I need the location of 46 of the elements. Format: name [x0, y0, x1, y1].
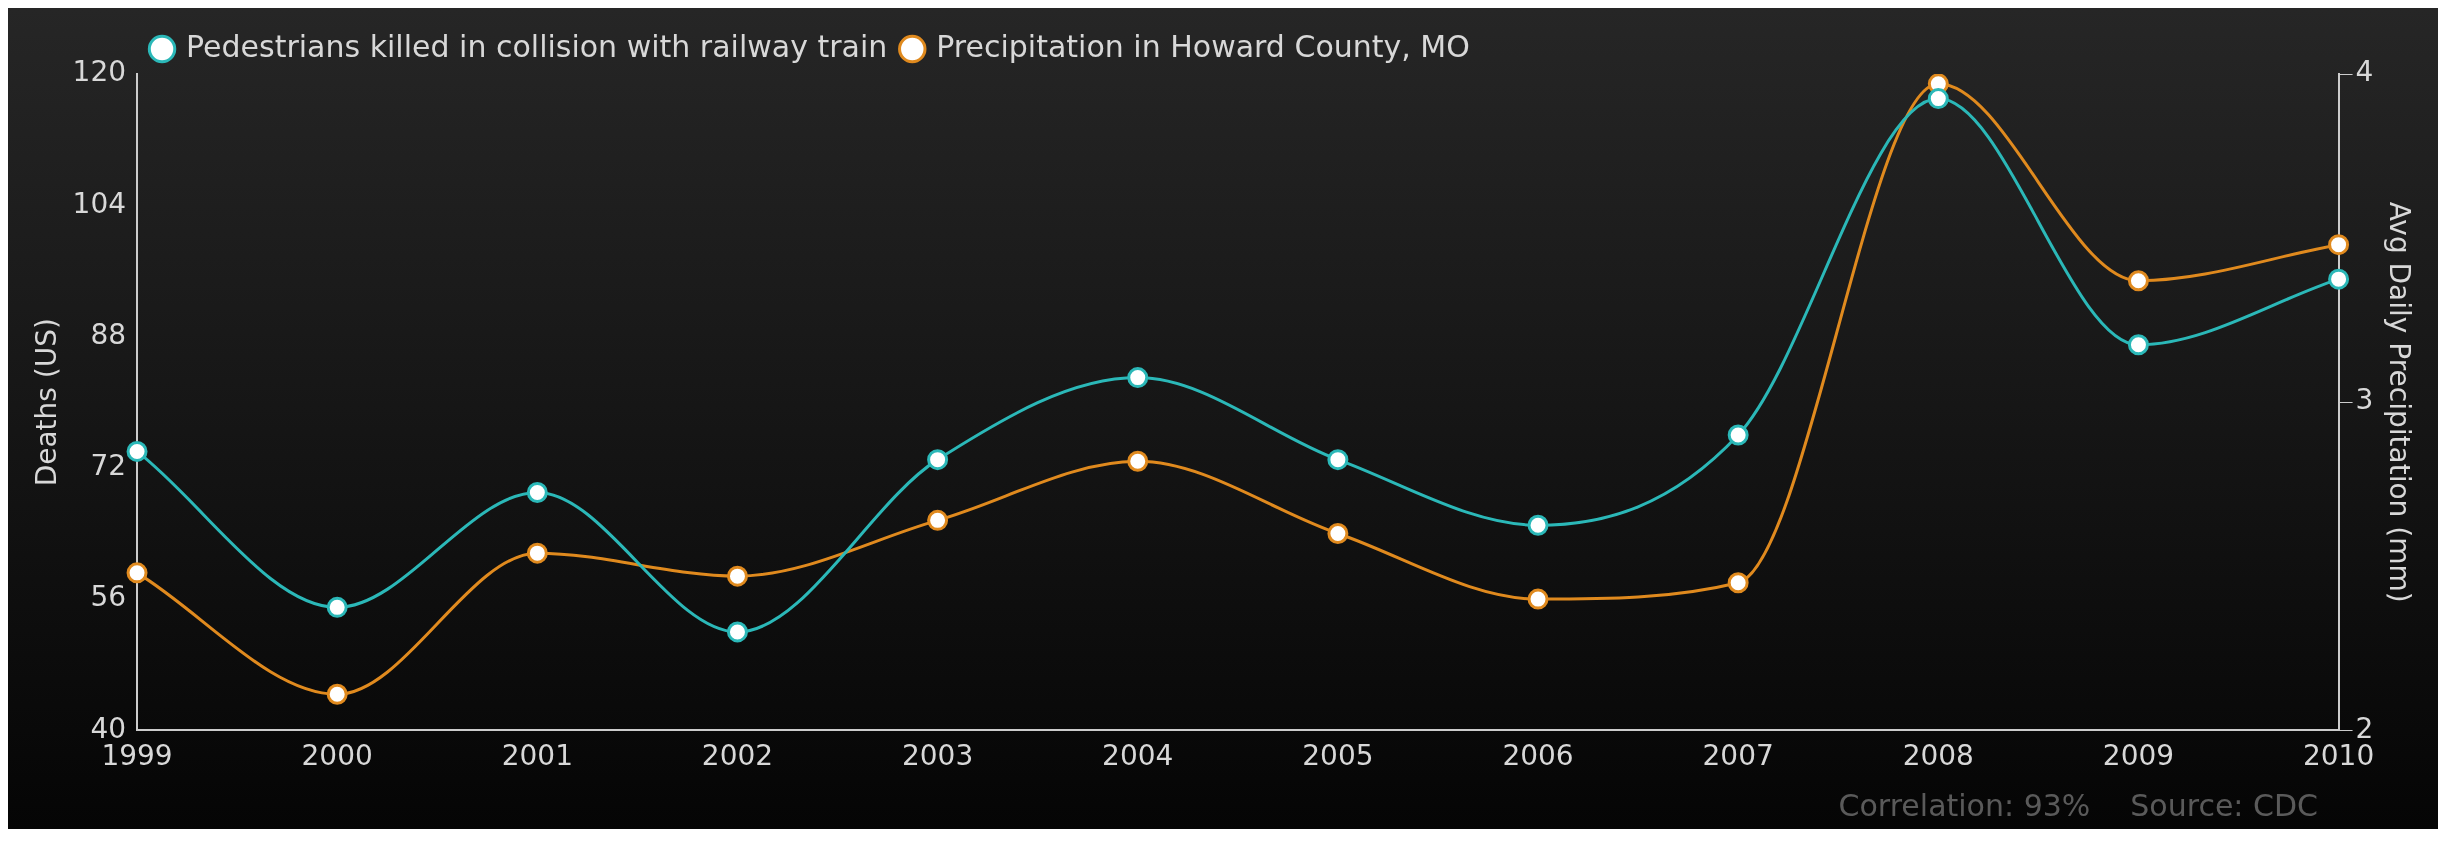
x-tick-label: 2006 — [1502, 739, 1574, 773]
y2-axis-title: Avg Daily Precipitation (mm) — [2382, 201, 2416, 603]
x-tick-label: 2007 — [1702, 739, 1774, 773]
point — [2127, 334, 2149, 356]
point — [726, 565, 748, 587]
y2-tick-label: 3 — [2355, 383, 2374, 417]
point — [126, 562, 148, 584]
x-tick-label: 2001 — [501, 739, 573, 773]
point — [526, 481, 548, 503]
point — [326, 596, 348, 618]
point — [1527, 588, 1549, 610]
point — [2328, 234, 2350, 256]
y-tick-label: 120 — [72, 55, 127, 89]
x-tick-label: 2008 — [1902, 739, 1974, 773]
point — [1727, 424, 1749, 446]
point — [526, 542, 548, 564]
x-tick-label: 2002 — [701, 739, 774, 773]
point — [1127, 367, 1149, 389]
y-tick-label: 72 — [90, 449, 127, 483]
point — [126, 440, 148, 462]
point — [1527, 514, 1549, 536]
point — [1927, 88, 1949, 110]
point — [2328, 268, 2350, 290]
point — [2127, 270, 2149, 292]
x-tick-label: 2000 — [301, 739, 373, 773]
x-tick-label: 2004 — [1102, 739, 1174, 773]
point — [927, 509, 949, 531]
point — [1327, 449, 1349, 471]
point — [1327, 522, 1349, 544]
y-axis-title: Deaths (US) — [30, 318, 64, 487]
x-tick-label: 2005 — [1302, 739, 1374, 773]
legend-label: Pedestrians killed in collision with railway train — [186, 28, 888, 64]
x-tick-label: 2009 — [2102, 739, 2175, 773]
point — [726, 621, 748, 643]
point — [927, 449, 949, 471]
y-tick-label: 88 — [90, 317, 127, 351]
point — [326, 683, 348, 705]
text: Correlation: 93% — [1838, 788, 2091, 823]
y2-tick-label: 4 — [2355, 55, 2374, 89]
x-tick-label: 2003 — [901, 739, 974, 773]
point — [1127, 450, 1149, 472]
y-tick-label: 56 — [90, 580, 127, 614]
point — [1727, 572, 1749, 594]
y-tick-label: 104 — [72, 186, 127, 220]
source-note: Source: CDC — [2130, 788, 2318, 823]
legend-label: Precipitation in Howard County, MO — [936, 28, 1470, 64]
